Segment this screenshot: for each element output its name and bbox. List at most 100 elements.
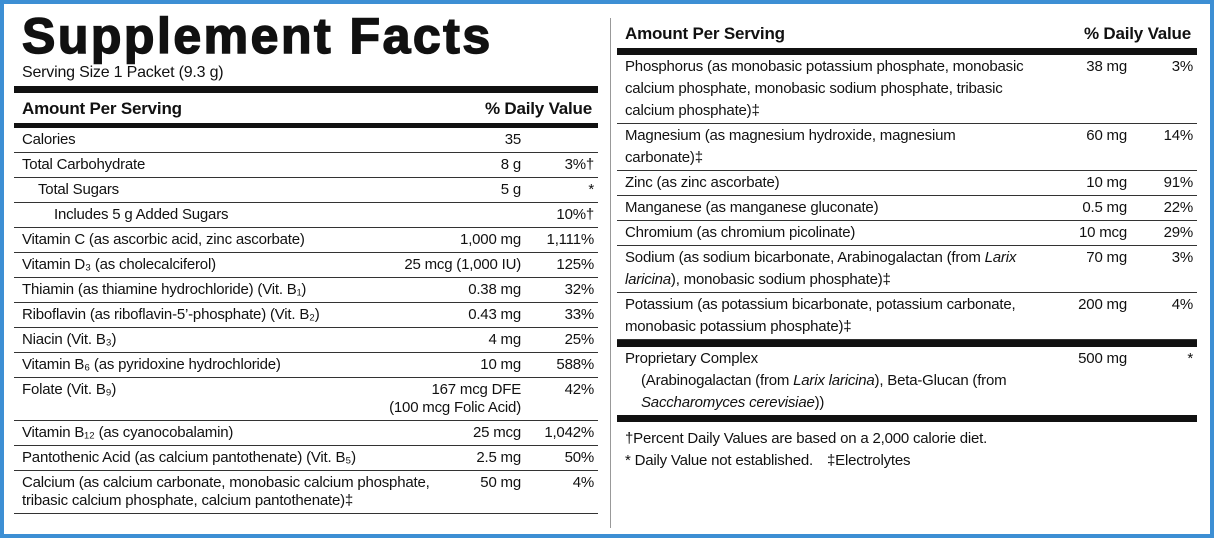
dv-text: 4% (1171, 296, 1193, 313)
amount-text: 5 g (500, 181, 521, 198)
amount-text: 60 mg (1086, 127, 1127, 144)
text: Zinc (as zinc ascorbate) (625, 174, 780, 191)
nutrient-row: Zinc (as zinc ascorbate) 10 mg 91% (617, 171, 1197, 196)
dv-text: 10%† (556, 206, 594, 223)
amount-note: (100 mcg Folic Acid) (389, 399, 521, 416)
nutrient-name: Total Sugars (22, 181, 441, 199)
header-amount: Amount Per Serving (22, 99, 182, 118)
amount-text: 25 mcg (1,000 IU) (404, 256, 521, 273)
nutrient-row: Calcium (as calcium carbonate, monobasic… (14, 471, 598, 514)
daily-value: 3%† (521, 156, 595, 174)
daily-value: 25% (521, 331, 595, 349)
amount-text: 200 mg (1078, 296, 1127, 313)
serving-size: Serving Size 1 Packet (9.3 g) (22, 64, 224, 81)
daily-value: 50% (521, 449, 595, 467)
daily-value: 91% (1127, 172, 1194, 194)
text: Magnesium (as magnesium hydroxide, magne… (625, 127, 956, 166)
amount: 25 mcg (1,000 IU) (404, 256, 521, 274)
text: Calories (22, 131, 76, 148)
amount-text: 10 mg (480, 356, 521, 373)
amount-text: 8 g (500, 156, 521, 173)
daily-value: 33% (521, 306, 595, 324)
nutrient-row: Chromium (as chromium picolinate) 10 mcg 2… (617, 221, 1197, 246)
text: Potassium (as potassium bicarbonate, pot… (625, 296, 1016, 335)
nutrient-name: Phosphorus (as monobasic potassium phosp… (625, 56, 1037, 122)
amount (441, 206, 521, 224)
amount-text: 0.43 mg (468, 306, 521, 323)
daily-value: * (1127, 348, 1193, 414)
dv-text: 3% (1171, 249, 1193, 266)
text: Vitamin D₃ (as cholecalciferol) (22, 256, 216, 273)
footnotes: †Percent Daily Values are based on a 2,0… (617, 422, 1197, 472)
text: Larix laricina (793, 372, 875, 389)
dv-text: 91% (1163, 174, 1194, 191)
daily-value: 32% (521, 281, 595, 299)
nutrient-row: Total Carbohydrate 8 g 3%† (14, 153, 598, 178)
text: )) (814, 394, 825, 411)
text: Manganese (as manganese gluconate) (625, 199, 879, 216)
text: Chromium (as chromium picolinate) (625, 224, 856, 241)
description: (Arabinogalactan (from Larix laricina), … (625, 370, 1037, 414)
nutrient-name: Pantothenic Acid (as calcium pantothenat… (22, 449, 441, 467)
amount-text: 4 mg (488, 331, 521, 348)
footnote: †Percent Daily Values are based on a 2,0… (625, 430, 988, 447)
amount-text: 25 mcg (473, 424, 521, 441)
nutrient-row: Magnesium (as magnesium hydroxide, magne… (617, 124, 1197, 171)
nutrient-row: Potassium (as potassium bicarbonate, pot… (617, 293, 1197, 340)
daily-value: 3% (1127, 56, 1193, 122)
thick-rule (617, 415, 1197, 422)
nutrient-row: Manganese (as manganese gluconate) 0.5 mg… (617, 196, 1197, 221)
dv-text: 50% (564, 449, 595, 466)
dv-text: 4% (572, 474, 594, 491)
thick-rule (14, 86, 598, 93)
nutrient-row: Folate (Vit. B₉) 167 mcg DFE (100 mcg Foli… (14, 378, 598, 421)
text: Thiamin (as thiamine hydrochloride) (Vit… (22, 281, 307, 298)
text: Phosphorus (as monobasic potassium phosp… (625, 58, 1024, 119)
amount: 8 g (441, 156, 521, 174)
nutrient-row: Niacin (Vit. B₃) 4 mg 25% (14, 328, 598, 353)
nutrient-name: Vitamin D₃ (as cholecalciferol) (22, 256, 441, 274)
amount: 10 mg (441, 356, 521, 374)
proprietary-complex: Proprietary Complex (Arabinogalactan (fro… (617, 347, 1197, 415)
amount-text: 0.38 mg (468, 281, 521, 298)
amount: 60 mg (1037, 125, 1127, 169)
text: Total Sugars (38, 181, 119, 198)
thick-rule (617, 340, 1197, 347)
nutrient-name: Sodium (as sodium bicarbonate, Arabinoga… (625, 247, 1037, 291)
amount-text: 50 mg (480, 474, 521, 491)
nutrient-row: Calories 35 (14, 128, 598, 153)
amount: 10 mcg (1037, 222, 1127, 244)
nutrient-row: Vitamin D₃ (as cholecalciferol) 25 mcg (1… (14, 253, 598, 278)
nutrient-name: Calcium (as calcium carbonate, monobasic… (22, 474, 441, 510)
amount-text: 38 mg (1086, 58, 1127, 75)
nutrient-name: Vitamin C (as ascorbic acid, zinc ascorb… (22, 231, 441, 249)
amount-text: 500 mg (1078, 350, 1127, 367)
nutrient-name: Potassium (as potassium bicarbonate, pot… (625, 294, 1037, 338)
text: Pantothenic Acid (as calcium pantothenat… (22, 449, 356, 466)
text: Larix laricina (625, 249, 1017, 288)
daily-value: * (521, 181, 594, 199)
nutrient-name: Proprietary Complex (Arabinogalactan (fro… (625, 348, 1037, 414)
nutrient-name: Zinc (as zinc ascorbate) (625, 172, 1037, 194)
nutrient-row: Vitamin C (as ascorbic acid, zinc ascorb… (14, 228, 598, 253)
amount: 5 g (441, 181, 521, 199)
nutrient-name: Includes 5 g Added Sugars (22, 206, 441, 224)
amount: 50 mg (441, 474, 521, 510)
nutrient-name: Vitamin B₆ (as pyridoxine hydrochloride) (22, 356, 441, 374)
dv-text: 1,042% (544, 424, 594, 441)
text: Calcium (as calcium carbonate, monobasic… (22, 474, 430, 509)
text: Proprietary Complex (625, 350, 758, 367)
nutrient-row: Sodium (as sodium bicarbonate, Arabinoga… (617, 246, 1197, 293)
daily-value: 4% (1127, 294, 1193, 338)
footnote-line: †Percent Daily Values are based on a 2,0… (625, 428, 1189, 450)
dv-text: 1,111% (546, 231, 595, 248)
amount-text: 167 mcg DFE (431, 381, 522, 398)
text: Total Carbohydrate (22, 156, 146, 173)
dv-text: 588% (556, 356, 594, 373)
dv-text: 42% (564, 381, 595, 398)
daily-value: 14% (1127, 125, 1194, 169)
nutrient-name: Thiamin (as thiamine hydrochloride) (Vit… (22, 281, 441, 299)
daily-value: 42% (521, 381, 595, 417)
daily-value (521, 131, 594, 149)
